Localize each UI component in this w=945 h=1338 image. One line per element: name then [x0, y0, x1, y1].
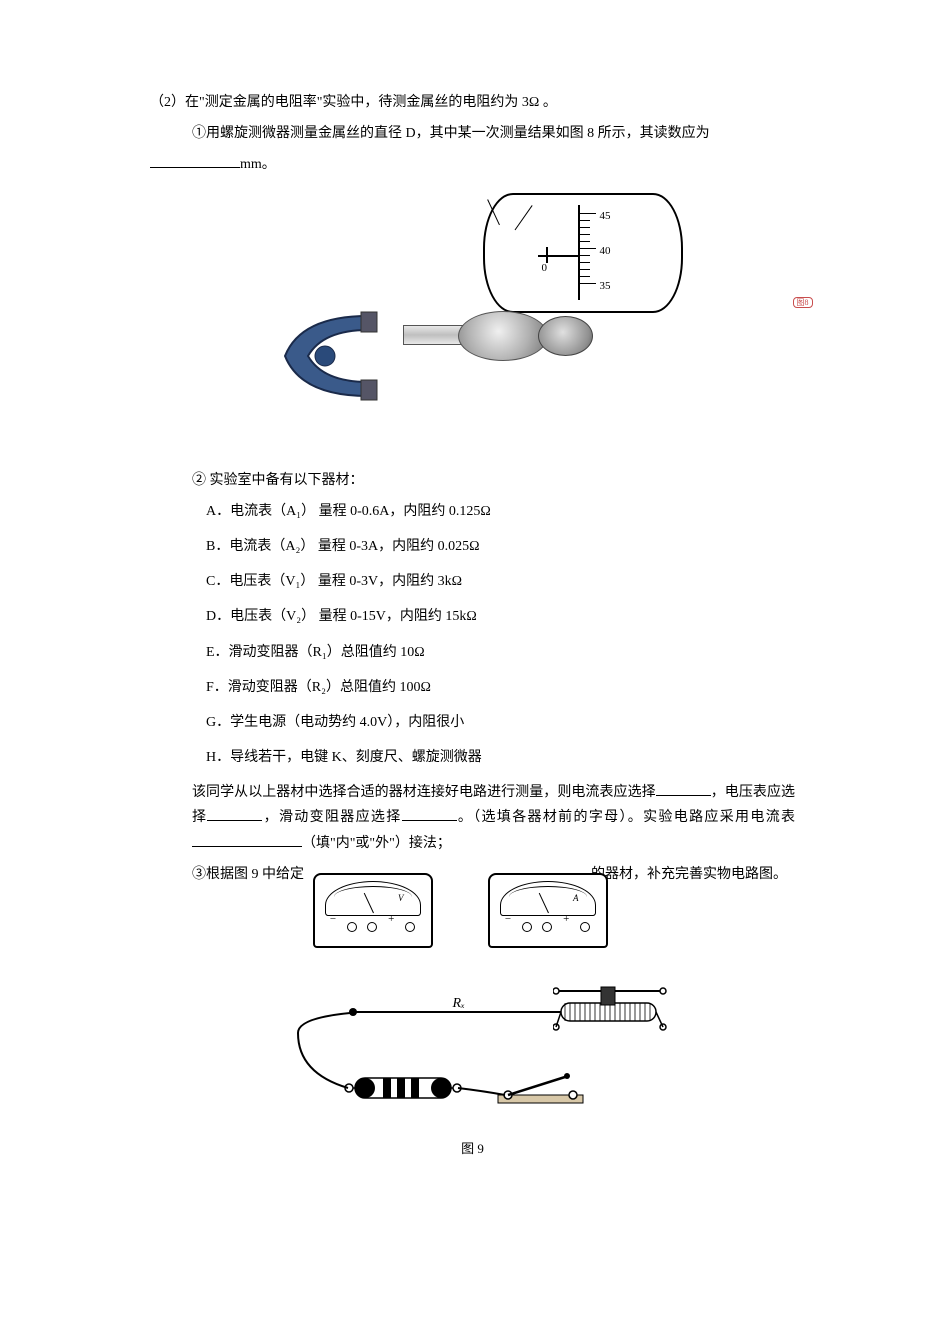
thimble-45: 45: [600, 207, 611, 227]
q2-part1-blank: mm。: [150, 152, 795, 177]
a-terminal-pos: [580, 922, 590, 932]
micrometer-frame: [273, 308, 383, 403]
unit-mm: mm。: [240, 157, 276, 172]
micrometer-body: 图8: [263, 283, 683, 413]
resistance-wire: [353, 1011, 573, 1013]
fig9-caption: 图 9: [150, 1137, 795, 1160]
blank-voltmeter[interactable]: [207, 807, 262, 821]
v-terminal-mid: [367, 922, 377, 932]
sel-c: ，滑动变阻器应选择: [262, 810, 401, 825]
ammeter: A − +: [488, 873, 608, 948]
fig8-badge: 图8: [793, 297, 813, 309]
q2-intro: （2）在"测定金属的电阻率"实验中，待测金属丝的电阻约为 3Ω 。: [150, 90, 795, 115]
q2-part1: ①用螺旋测微器测量金属丝的直径 D，其中某一次测量结果如图 8 所示，其读数应为: [150, 121, 795, 146]
circuit-diagram: V − + A −: [258, 873, 688, 1133]
item-g: G．学生电源（电动势约 4.0V），内阻很小: [150, 710, 795, 735]
item-f: F．滑动变阻器（R₂）总阻值约 100Ω: [150, 675, 795, 700]
rheostat-device: [553, 983, 668, 1038]
blank-reading[interactable]: [150, 154, 240, 168]
thimble-40: 40: [600, 242, 611, 262]
item-b: B．电流表（A₂） 量程 0-3A，内阻约 0.025Ω: [150, 534, 795, 559]
page-content: （2）在"测定金属的电阻率"实验中，待测金属丝的电阻约为 3Ω 。 ①用螺旋测微…: [150, 90, 795, 1160]
selection-text: 该同学从以上器材中选择合适的器材连接好电路进行测量，则电流表应选择，电压表应选择…: [150, 780, 795, 856]
voltmeter-label: V: [398, 890, 404, 906]
ammeter-label: A: [573, 890, 579, 906]
item-c: C．电压表（V₁） 量程 0-3V，内阻约 3kΩ: [150, 569, 795, 594]
item-d: D．电压表（V₂） 量程 0-15V，内阻约 15kΩ: [150, 604, 795, 629]
a-terminal-neg: [522, 922, 532, 932]
micrometer-spindle: [403, 325, 463, 345]
a-terminal-mid: [542, 922, 552, 932]
plus-sign-a: +: [563, 910, 569, 930]
blank-connection[interactable]: [192, 833, 302, 847]
switch-device: [493, 1073, 588, 1108]
figure-9: V − + A −: [150, 873, 795, 1160]
sel-d: 。（选填各器材前的字母）。实验电路应采用电流表: [457, 810, 795, 825]
micrometer-diagram: 0 45 40 35: [263, 193, 683, 413]
blank-ammeter[interactable]: [656, 782, 711, 796]
plus-sign: +: [388, 910, 394, 930]
main-scale-zero: 0: [542, 259, 548, 279]
sel-e: （填"内"或"外"）接法；: [302, 836, 451, 851]
q2-part2-header: ② 实验室中备有以下器材：: [150, 468, 795, 493]
figure-8: 0 45 40 35: [150, 193, 795, 413]
micrometer-sleeve: [458, 311, 548, 361]
voltmeter: V − +: [313, 873, 433, 948]
item-h: H．导线若干，电键 K、刻度尺、螺旋测微器: [150, 745, 795, 770]
battery-device: [343, 1068, 463, 1108]
sel-a: 该同学从以上器材中选择合适的器材连接好电路进行测量，则电流表应选择: [192, 785, 656, 800]
blank-rheostat[interactable]: [402, 807, 457, 821]
item-a: A．电流表（A₁） 量程 0-0.6A，内阻约 0.125Ω: [150, 499, 795, 524]
v-terminal-neg: [347, 922, 357, 932]
v-terminal-pos: [405, 922, 415, 932]
q2-part1-text: ①用螺旋测微器测量金属丝的直径 D，其中某一次测量结果如图 8 所示，其读数应为: [192, 126, 710, 141]
micrometer-ratchet: [538, 316, 593, 356]
item-e: E．滑动变阻器（R₁）总阻值约 10Ω: [150, 640, 795, 665]
